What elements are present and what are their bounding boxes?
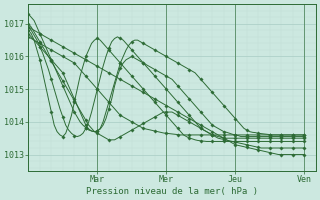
X-axis label: Pression niveau de la mer( hPa ): Pression niveau de la mer( hPa ) [86, 187, 258, 196]
